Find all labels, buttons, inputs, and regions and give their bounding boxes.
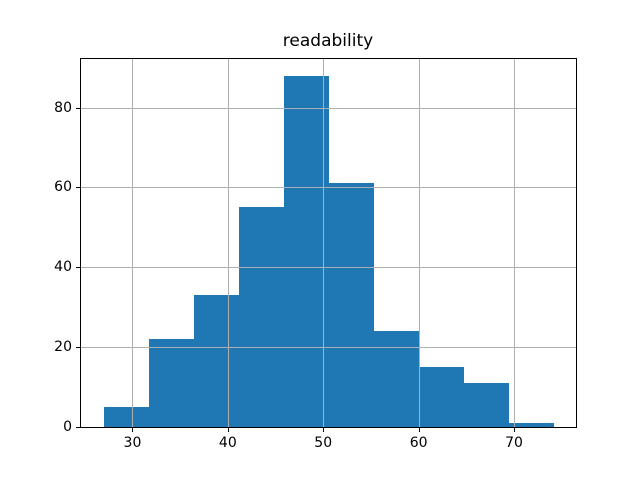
y-tick-mark bbox=[76, 347, 80, 349]
x-tick-mark bbox=[323, 428, 325, 432]
gridline-horizontal bbox=[80, 187, 576, 189]
histogram-bar bbox=[103, 407, 149, 427]
gridline-vertical bbox=[514, 58, 515, 427]
gridline-horizontal bbox=[80, 347, 576, 349]
gridline-vertical bbox=[323, 58, 325, 427]
chart-title: readability bbox=[282, 31, 374, 51]
histogram-bar bbox=[284, 75, 329, 427]
x-tick-mark bbox=[132, 428, 134, 432]
y-tick-mark bbox=[76, 427, 80, 428]
gridline-vertical bbox=[132, 58, 134, 427]
gridline-horizontal bbox=[80, 107, 576, 109]
gridline-vertical bbox=[227, 58, 229, 427]
x-tick-mark bbox=[514, 428, 515, 432]
y-tick-mark bbox=[76, 187, 80, 189]
y-tick-label: 0 bbox=[63, 419, 72, 435]
y-tick-label: 80 bbox=[54, 99, 72, 116]
y-tick-label: 20 bbox=[54, 339, 72, 356]
y-tick-label: 40 bbox=[54, 259, 72, 276]
x-tick-label: 60 bbox=[409, 435, 428, 451]
x-tick-mark bbox=[418, 428, 420, 432]
x-tick-label: 40 bbox=[218, 435, 237, 451]
x-tick-label: 30 bbox=[123, 435, 142, 451]
histogram-bar bbox=[418, 367, 465, 427]
histogram-bar bbox=[239, 207, 285, 427]
histogram-bar bbox=[509, 423, 555, 427]
y-tick-mark bbox=[76, 267, 80, 269]
histogram-bar bbox=[328, 183, 374, 427]
histogram-bar bbox=[464, 383, 510, 427]
histogram-bar bbox=[148, 339, 194, 427]
plot-border bbox=[80, 58, 577, 428]
histogram-bar bbox=[373, 331, 419, 427]
y-tick-mark bbox=[76, 107, 80, 109]
x-tick-label: 50 bbox=[314, 435, 333, 451]
gridline-horizontal bbox=[80, 267, 576, 269]
y-tick-label: 60 bbox=[54, 179, 72, 196]
x-tick-label: 70 bbox=[505, 435, 523, 451]
histogram-bar bbox=[193, 295, 240, 427]
gridline-vertical bbox=[418, 58, 420, 427]
x-tick-mark bbox=[227, 428, 229, 432]
